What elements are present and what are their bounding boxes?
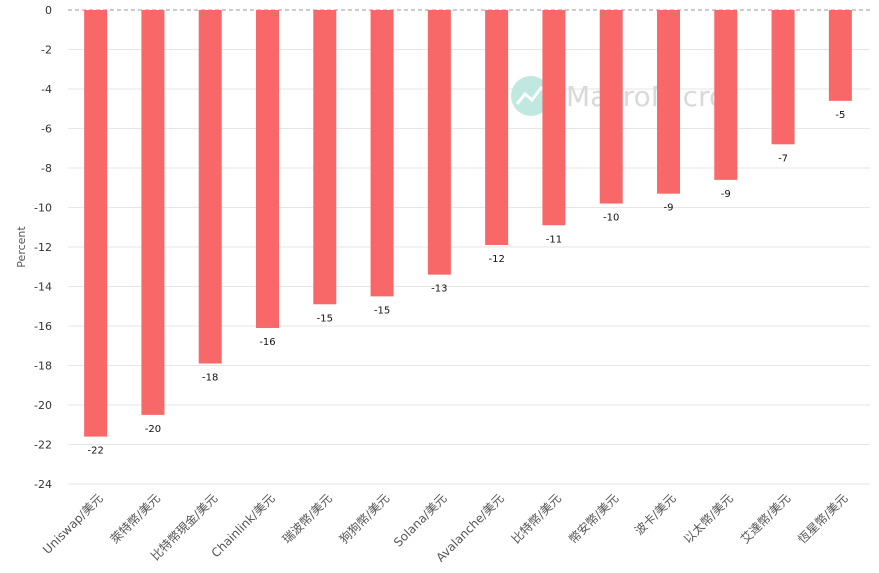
x-tick-label: 狗狗幣/美元 (337, 491, 392, 546)
bar (599, 10, 623, 204)
x-tick-label: Uniswap/美元 (40, 491, 106, 557)
x-tick-label: 萊特幣/美元 (107, 491, 163, 547)
data-label: -15 (317, 313, 333, 324)
y-tick-label: 0 (45, 4, 52, 17)
x-tick-label: 幣安幣/美元 (565, 491, 621, 547)
x-tick-label: 艾達幣/美元 (738, 491, 793, 546)
data-label: -20 (145, 424, 161, 435)
x-tick-label: 比特幣/美元 (508, 491, 564, 547)
bar (427, 10, 451, 275)
bar (313, 10, 337, 305)
data-label: -15 (374, 305, 390, 316)
y-tick-label: -18 (34, 360, 52, 373)
y-axis-title: Percent (15, 226, 28, 268)
y-tick-label: -22 (34, 439, 52, 452)
data-label: -11 (546, 234, 562, 245)
y-tick-label: -24 (34, 478, 52, 491)
bar (657, 10, 680, 194)
watermark-logo-icon (511, 76, 551, 116)
y-tick-label: -8 (41, 162, 52, 175)
bar (198, 10, 222, 364)
y-tick-label: -4 (41, 83, 52, 96)
x-tick-label: 瑞波幣/美元 (280, 491, 335, 546)
data-label: -9 (721, 189, 731, 200)
y-axis-ticks: 0 -2 -4 -6 -8 -10 -12 -14 -16 -18 -20 -22 -24 (34, 4, 52, 491)
data-label: -10 (603, 213, 619, 224)
y-tick-label: -6 (41, 123, 52, 136)
bar (828, 10, 852, 101)
bar (542, 10, 566, 226)
bar (84, 10, 108, 437)
bar (141, 10, 165, 415)
data-label: -5 (835, 110, 845, 121)
y-tick-label: -2 (41, 44, 52, 57)
x-tick-label: Solana/美元 (391, 491, 449, 549)
data-label: -13 (431, 284, 447, 295)
x-tick-label: 以太幣/美元 (680, 491, 736, 547)
y-tick-label: -10 (34, 202, 52, 215)
bar (256, 10, 279, 328)
grid-lines (68, 9, 870, 485)
x-tick-label: 波卡/美元 (632, 491, 679, 538)
bar (485, 10, 509, 246)
y-tick-label: -16 (34, 320, 52, 333)
y-tick-label: -20 (34, 399, 52, 412)
data-label: -16 (259, 337, 275, 348)
watermark: MacroMicro (511, 76, 726, 116)
x-tick-label: 恆星幣/美元 (795, 491, 850, 546)
data-label: -7 (778, 153, 788, 164)
y-tick-label: -14 (34, 281, 52, 294)
watermark-text: MacroMicro (566, 80, 726, 113)
bar (370, 10, 394, 297)
data-label: -12 (488, 254, 504, 265)
bar (714, 10, 738, 180)
data-label: -9 (664, 203, 674, 214)
bar (771, 10, 795, 145)
data-label: -18 (202, 373, 218, 384)
data-label: -22 (87, 446, 103, 457)
bars: -22 -20 -18 -16 -15 -15 -13 -12 -11 -10 -9 -9 -7 -5 (84, 10, 852, 457)
y-tick-label: -12 (34, 241, 52, 254)
